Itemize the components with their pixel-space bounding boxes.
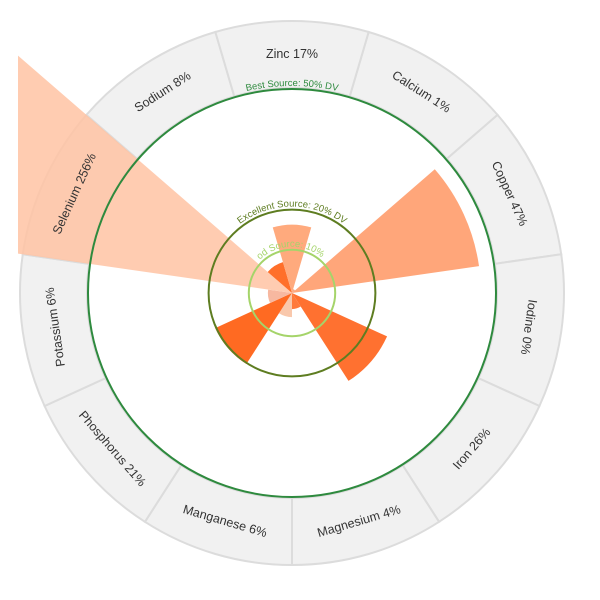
bar-calcium [292,289,296,293]
bar-phosphorus [215,293,292,365]
label-band-sector-potassium [19,253,107,408]
bar-iron [292,293,388,381]
category-label-zinc: Zinc 17% [266,47,318,61]
best-source-ring [87,88,497,498]
excellent-source-ring [207,208,377,378]
bar-sodium [267,262,292,293]
data-bars [18,55,480,381]
bar-zinc [272,224,312,293]
good-source-ring [247,248,337,338]
bar-manganese [278,293,292,318]
bar-selenium [18,55,292,293]
best-source-ring-label: Best Source: 50% DV [245,78,340,94]
excellent-source-ring-label: Excellent Source: 20% DV [235,199,349,227]
bar-magnesium [292,293,301,310]
bar-potassium [267,289,292,304]
bar-copper [292,169,480,293]
